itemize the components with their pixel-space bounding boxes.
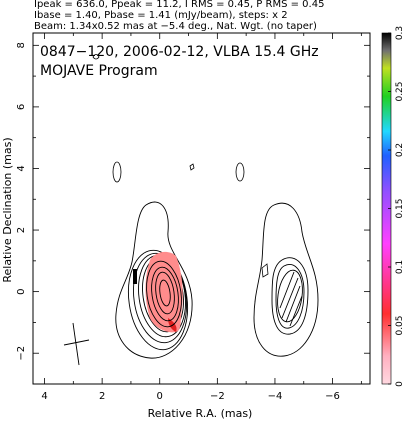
colorbar-tick-label: 0.3 <box>395 26 405 40</box>
y-tick-label: 2 <box>16 227 27 233</box>
polarization-pixel <box>133 269 137 284</box>
jet-contour <box>271 257 309 335</box>
core-contour <box>128 249 188 351</box>
x-axis: 4 2 0 −2 −4 −6 <box>41 33 362 402</box>
colorbar-tick-label: 0.1 <box>395 260 405 274</box>
core-contour <box>133 252 187 344</box>
colorbar-tick-label: 0 <box>395 381 405 387</box>
x-tick-label: −2 <box>210 391 225 402</box>
header-line-2: Ibase = 1.40, Pbase = 1.41 (mJy/beam), s… <box>34 10 288 21</box>
noise-contour <box>112 161 122 183</box>
jet-outer-contour <box>253 202 319 357</box>
beam-marker <box>63 322 90 366</box>
header-line-3: Beam: 1.34x0.52 mas at −5.4 deg., Nat. W… <box>34 21 317 32</box>
x-tick-label: −4 <box>268 391 283 402</box>
jet-side-contour <box>261 263 269 278</box>
plot-title: 0847−120, 2006-02-12, VLBA 15.4 GHz <box>40 44 319 60</box>
y-tick-label: 8 <box>16 42 27 48</box>
plot-frame <box>32 32 371 385</box>
y-tick-label: 6 <box>16 104 27 110</box>
y-tick-label: 4 <box>16 165 27 171</box>
colorbar-tick-label: 0.05 <box>395 315 405 335</box>
noise-contour <box>189 163 195 171</box>
jet-inner-hatch <box>279 271 303 327</box>
colorbar-ticks: 0 0.05 0.1 0.15 0.2 0.25 0.3 <box>388 26 405 387</box>
colorbar-tick-label: 0.2 <box>395 143 405 157</box>
core-outer-contour <box>115 201 193 359</box>
y-axis: −2 0 2 4 6 8 <box>16 42 370 361</box>
jet-contour <box>275 264 305 329</box>
x-tick-label: 4 <box>41 391 47 402</box>
header-line-1: Ipeak = 636.0, Ppeak = 11.2, I RMS = 0.4… <box>34 0 325 10</box>
y-tick-label: 0 <box>16 288 27 294</box>
y-axis-label: Relative Declination (mas) <box>1 137 14 282</box>
core-contour <box>159 279 171 307</box>
core-contour <box>155 271 175 315</box>
x-axis-label: Relative R.A. (mas) <box>148 407 253 420</box>
core-contour <box>146 260 182 328</box>
plot-subtitle: MOJAVE Program <box>40 63 158 79</box>
colorbar-tick-label: 0.25 <box>395 81 405 101</box>
noise-contour <box>92 54 100 60</box>
colorbar-tick-label: 0.15 <box>395 198 405 218</box>
y-tick-label: −2 <box>16 346 27 361</box>
x-tick-label: 2 <box>99 391 105 402</box>
core-contour <box>151 266 179 322</box>
noise-contour <box>235 162 245 182</box>
x-tick-label: −6 <box>325 391 340 402</box>
x-tick-label: 0 <box>157 391 163 402</box>
